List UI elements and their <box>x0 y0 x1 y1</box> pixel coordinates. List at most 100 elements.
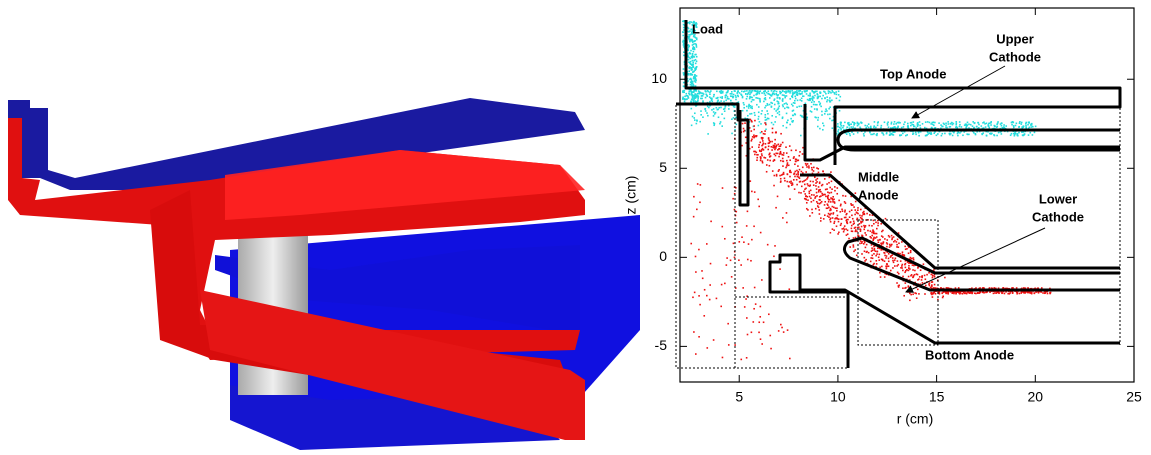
particle <box>896 260 899 262</box>
particle <box>828 198 831 201</box>
particle <box>819 202 822 204</box>
particle <box>892 259 894 262</box>
particle <box>691 71 694 73</box>
particle <box>996 122 999 125</box>
particle <box>712 339 715 341</box>
particle <box>985 291 987 294</box>
particle <box>712 95 715 98</box>
particle <box>896 265 898 267</box>
particle <box>843 216 846 219</box>
particle <box>701 97 703 100</box>
particle <box>688 40 691 43</box>
particle <box>774 121 776 123</box>
particle <box>885 255 888 257</box>
particle <box>760 153 763 155</box>
particle <box>737 101 740 103</box>
particle <box>690 81 693 83</box>
particle <box>934 287 937 289</box>
particle <box>1012 132 1015 135</box>
particle <box>834 207 837 209</box>
particle <box>743 129 746 132</box>
particle <box>745 98 748 100</box>
particle <box>773 99 775 102</box>
particle <box>832 196 834 198</box>
particle <box>870 133 872 136</box>
particle <box>759 141 762 144</box>
particle <box>731 118 733 121</box>
particle <box>716 108 719 111</box>
particle <box>930 273 933 276</box>
particle <box>764 119 767 121</box>
particle <box>724 94 727 97</box>
particle <box>683 89 686 92</box>
particle <box>695 53 697 56</box>
particle <box>818 189 821 191</box>
particle <box>839 123 842 126</box>
particle <box>770 90 773 92</box>
x-tick-label: 15 <box>929 389 945 405</box>
particle <box>840 218 843 220</box>
particle <box>1030 292 1033 295</box>
particle <box>702 100 704 102</box>
particle <box>907 127 910 130</box>
particle <box>755 151 758 154</box>
particle <box>826 99 829 101</box>
particle <box>802 95 805 98</box>
particle <box>866 212 868 215</box>
particle <box>890 234 893 237</box>
annotation: Upper <box>996 31 1034 46</box>
particle <box>972 127 975 129</box>
particle <box>889 256 892 258</box>
particle <box>729 259 732 262</box>
particle <box>771 170 774 172</box>
particle <box>846 229 849 232</box>
particle <box>909 279 911 281</box>
particle <box>864 232 866 234</box>
particle <box>849 221 852 223</box>
particle <box>781 157 784 160</box>
particle <box>682 44 685 46</box>
particle <box>845 219 848 222</box>
particle <box>841 210 844 212</box>
particle <box>931 276 934 279</box>
particle <box>973 122 976 124</box>
particle <box>761 137 764 139</box>
particle <box>969 123 972 126</box>
particle <box>885 257 887 259</box>
particle <box>852 237 855 239</box>
particle <box>807 184 810 187</box>
particle <box>788 181 791 183</box>
particle <box>823 113 826 115</box>
particle <box>893 123 895 125</box>
particle <box>1007 292 1009 295</box>
particle <box>967 291 969 294</box>
particle <box>744 136 747 139</box>
particle <box>693 94 696 97</box>
particle <box>997 287 1000 290</box>
particle <box>844 209 846 212</box>
particle <box>860 122 863 124</box>
particle <box>850 123 852 125</box>
particle <box>853 123 855 125</box>
particle <box>691 93 693 96</box>
particle <box>901 241 903 243</box>
particle <box>808 192 811 195</box>
particle <box>751 105 753 108</box>
particle <box>767 137 770 139</box>
particle <box>775 110 777 112</box>
particle <box>683 91 685 94</box>
particle <box>776 112 779 114</box>
particle <box>750 90 752 92</box>
particle <box>710 90 712 92</box>
particle <box>773 145 776 147</box>
particle <box>847 131 850 134</box>
particle <box>873 262 875 265</box>
particle <box>704 90 707 92</box>
particle <box>791 121 794 123</box>
particle <box>871 214 874 217</box>
particle <box>848 121 850 124</box>
particle <box>856 131 859 134</box>
particle <box>742 130 745 133</box>
particle <box>811 168 813 171</box>
particle <box>821 194 824 197</box>
